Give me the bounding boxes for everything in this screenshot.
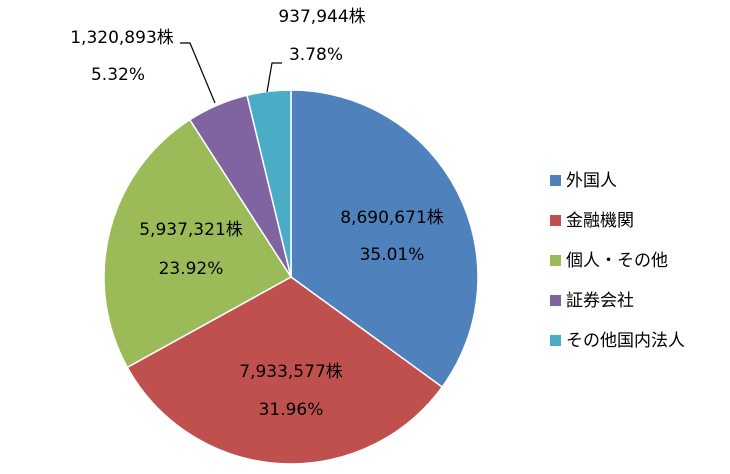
pie-slice-0	[290, 89, 479, 389]
pie-slice-4	[246, 89, 292, 278]
legend-label-0: 外国人	[566, 171, 617, 191]
legend-swatch-2	[550, 255, 561, 266]
data-label-shares-3: 1,320,893株	[70, 28, 174, 48]
legend-label-3: 証券会社	[566, 291, 634, 311]
legend-swatch-3	[550, 295, 561, 306]
data-label-shares-2: 5,937,321株	[139, 220, 243, 240]
data-label-shares-1: 7,933,577株	[239, 362, 343, 382]
leader-lines	[180, 42, 282, 104]
data-label-percent-4: 3.78%	[289, 45, 343, 65]
legend-swatch-0	[550, 175, 561, 186]
pie-slices	[103, 89, 479, 465]
data-labels: 8,690,671株 35.01% 7,933,577株 31.96% 5,93…	[70, 7, 444, 420]
legend-label-4: その他国内法人	[566, 331, 685, 351]
legend-swatch-1	[550, 215, 561, 226]
pie-slice-2	[103, 118, 293, 369]
pie-slice-1	[126, 276, 444, 465]
legend-label-1: 金融機関	[566, 211, 634, 231]
data-label-shares-4: 937,944株	[278, 7, 365, 27]
data-label-percent-0: 35.01%	[360, 245, 425, 265]
legend-swatch-4	[550, 335, 561, 346]
data-label-percent-1: 31.96%	[259, 400, 324, 420]
data-label-shares-0: 8,690,671株	[340, 208, 444, 228]
leader-line-other-domestic	[266, 62, 282, 93]
data-label-percent-3: 5.32%	[91, 65, 145, 85]
data-label-percent-2: 23.92%	[159, 259, 224, 279]
legend-label-2: 個人・その他	[566, 251, 668, 271]
leader-line-securities	[180, 42, 216, 104]
